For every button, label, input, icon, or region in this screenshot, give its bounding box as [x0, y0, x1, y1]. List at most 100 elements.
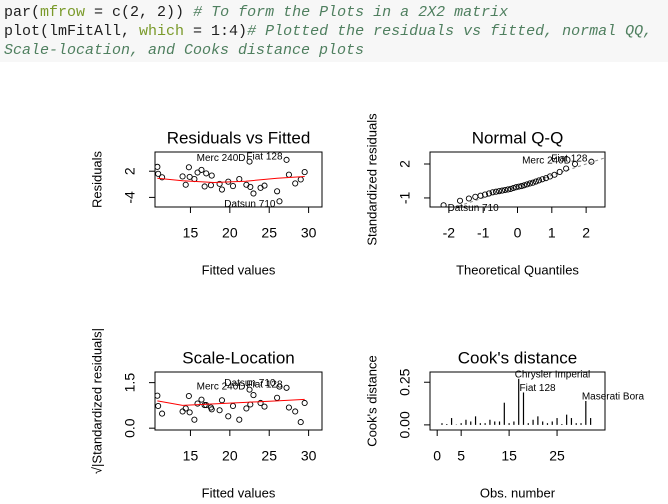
- point: [250, 190, 257, 197]
- chart-title: Normal Q-Q: [472, 128, 564, 147]
- point: [243, 181, 250, 188]
- code-token: which: [139, 23, 185, 40]
- point: [456, 197, 464, 204]
- point: [208, 172, 215, 179]
- point: [523, 181, 531, 188]
- point: [246, 386, 253, 393]
- point: [246, 158, 253, 165]
- plot-area: [440, 157, 605, 207]
- point: [257, 399, 264, 407]
- x-tick-label: 1: [548, 225, 556, 241]
- x-axis-label: Fitted values: [202, 485, 276, 500]
- x-tick-label: -1: [477, 225, 490, 241]
- point: [225, 413, 232, 420]
- point: [186, 409, 193, 416]
- point: [526, 180, 533, 187]
- y-tick-label: 0.0: [122, 418, 138, 438]
- y-tick-label: -4: [122, 191, 138, 204]
- point: [185, 164, 192, 171]
- point: [250, 392, 257, 399]
- point: [492, 188, 500, 195]
- point: [518, 183, 525, 190]
- code-token: # Plotted the residuals vs fitted, norma…: [247, 23, 653, 40]
- annotation: Fiat 128: [551, 153, 588, 164]
- point: [185, 392, 192, 400]
- plot-box: [154, 151, 323, 208]
- annotation: Datsun 710: [448, 203, 500, 214]
- x-axis-label: Fitted values: [202, 262, 276, 277]
- annotation: Merc 240D: [197, 381, 246, 392]
- point: [285, 171, 292, 178]
- point: [556, 168, 563, 175]
- point: [283, 156, 290, 163]
- point: [159, 174, 166, 181]
- code-token: Scale-location, and Cooks distance plots: [4, 42, 365, 59]
- plot-box: [429, 371, 606, 431]
- code-token: = c(2, 2)): [85, 4, 185, 21]
- y-tick-label: 1.5: [122, 373, 138, 393]
- x-tick-label: 0: [433, 448, 441, 464]
- y-tick-label: 0.00: [397, 411, 413, 438]
- point: [515, 183, 522, 190]
- point: [297, 419, 304, 426]
- point: [179, 408, 186, 415]
- x-tick-label: 0: [514, 225, 522, 241]
- point: [218, 186, 226, 193]
- point: [179, 173, 186, 180]
- x-axis-label: Theoretical Quantiles: [456, 262, 579, 277]
- code-block: par(mfrow = c(2, 2)) # To form the Plots…: [0, 0, 668, 62]
- point: [551, 171, 558, 178]
- x-tick-label: 25: [261, 225, 277, 241]
- smooth-line: [157, 175, 305, 184]
- code-token: par(: [4, 4, 41, 21]
- point: [261, 403, 268, 410]
- point: [529, 179, 536, 186]
- code-token: # To form the Plots in a 2X2 matrix: [184, 4, 509, 21]
- x-tick-label: 30: [301, 225, 317, 241]
- x-tick-label: 20: [222, 225, 238, 241]
- x-tick-label: 30: [301, 448, 317, 464]
- x-tick-label: 15: [501, 448, 517, 464]
- point: [203, 170, 210, 177]
- x-tick-label: 25: [549, 448, 565, 464]
- point: [198, 396, 205, 403]
- point: [229, 182, 237, 190]
- y-axis-label: Cook's distance: [364, 355, 379, 446]
- code-line: Scale-location, and Cooks distance plots: [0, 41, 668, 60]
- point: [292, 408, 299, 415]
- annotation: Fiat 128: [246, 151, 283, 162]
- point: [285, 404, 292, 411]
- code-token: plot(lmFitAll,: [4, 23, 140, 40]
- code-line: par(mfrow = c(2, 2)) # To form the Plots…: [0, 3, 668, 22]
- point: [297, 176, 304, 183]
- point: [207, 182, 214, 189]
- annotation: Merc 240D: [522, 156, 571, 167]
- point: [182, 181, 189, 188]
- plot-box: [429, 151, 606, 208]
- y-tick-label: 2: [122, 167, 138, 175]
- chart-title: Residuals vs Fitted: [167, 128, 311, 147]
- point: [207, 404, 214, 411]
- point: [532, 178, 539, 185]
- point: [472, 193, 479, 200]
- plot-area: [155, 383, 308, 426]
- annotation: Datsun 710: [224, 199, 276, 210]
- point: [588, 158, 595, 165]
- annotation: Fiat 128: [246, 379, 283, 390]
- point: [216, 180, 223, 187]
- point: [191, 416, 198, 423]
- point: [203, 402, 210, 409]
- point: [159, 410, 166, 417]
- point: [236, 416, 243, 423]
- point: [274, 188, 281, 195]
- y-axis-label: Standardized residuals: [364, 113, 379, 246]
- point: [499, 187, 506, 194]
- smooth-line: [157, 398, 305, 406]
- annotation: Chrysler Imperial: [515, 369, 591, 380]
- x-axis-label: Obs. number: [480, 485, 556, 500]
- point: [539, 176, 546, 183]
- reference-line: [454, 157, 605, 207]
- point: [301, 169, 308, 176]
